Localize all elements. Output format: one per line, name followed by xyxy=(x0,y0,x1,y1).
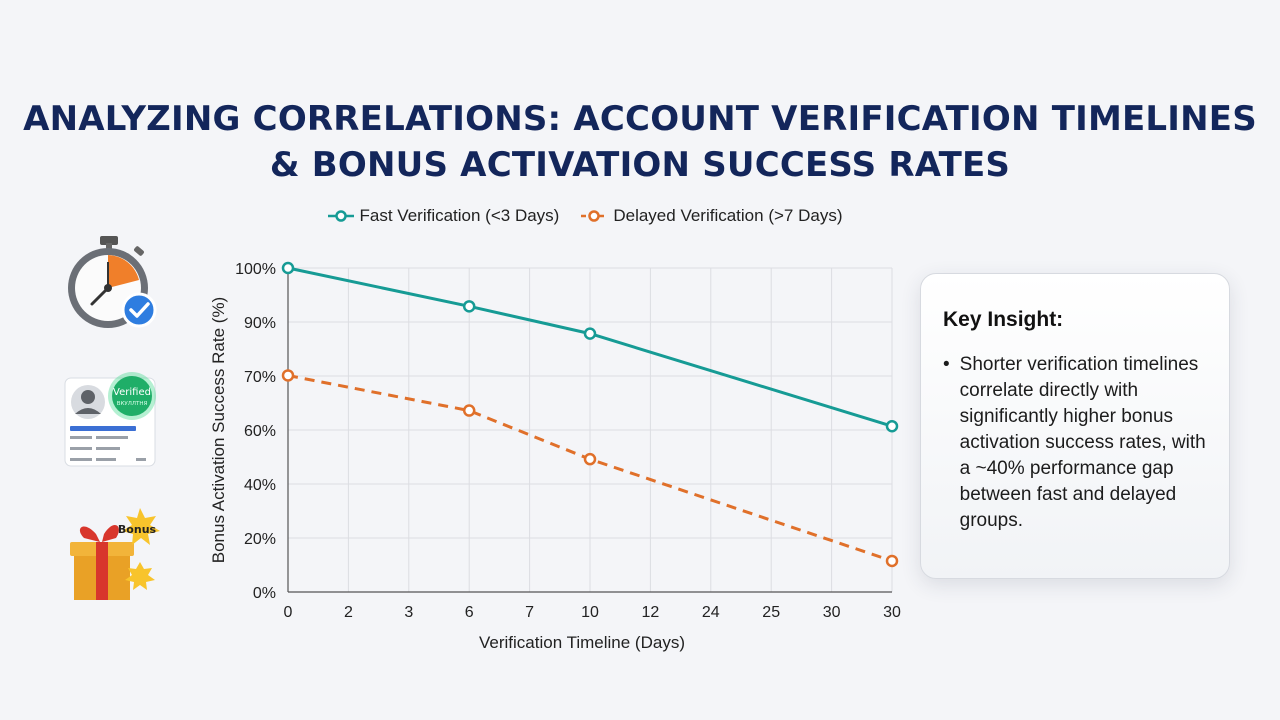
x-tick-label: 30 xyxy=(823,604,841,621)
stopwatch-icon xyxy=(68,236,157,328)
badge-subtext: ВКУЛЛТНЯ xyxy=(117,401,148,407)
data-point-0 xyxy=(462,300,476,313)
y-tick-label: 60% xyxy=(244,423,276,440)
page-title: ANALYZING CORRELATIONS: ACCOUNT VERIFICA… xyxy=(0,96,1280,188)
title-line-1: ANALYZING CORRELATIONS: ACCOUNT VERIFICA… xyxy=(23,99,1257,139)
x-tick-label: 25 xyxy=(762,604,780,621)
x-tick-label: 0 xyxy=(284,604,293,621)
gift-label: Bonus xyxy=(118,523,157,536)
data-point-0 xyxy=(583,327,597,340)
legend-marker-delayed xyxy=(581,210,608,222)
legend-label-fast: Fast Verification (<3 Days) xyxy=(359,206,560,225)
legend-item-delayed: Delayed Verification (>7 Days) xyxy=(581,206,842,226)
line-chart: 100% 90% 70% 60% 40% 20% 0% 0 2 3 6 7 10 12 24 25 30 30 Ve… xyxy=(209,261,901,652)
data-point-0 xyxy=(885,419,899,433)
y-tick-label: 0% xyxy=(253,585,276,602)
badge-text: Verified xyxy=(113,387,151,398)
x-axis-label: Verification Timeline (Days) xyxy=(479,633,685,652)
insight-bullet: • Shorter verification timelines correla… xyxy=(943,352,1207,534)
x-tick-label: 30 xyxy=(883,604,901,621)
legend-label-delayed: Delayed Verification (>7 Days) xyxy=(613,206,843,225)
y-tick-label: 90% xyxy=(244,315,276,332)
x-tick-label: 10 xyxy=(581,604,599,621)
x-tick-label: 3 xyxy=(404,604,413,621)
legend-marker-fast xyxy=(327,210,354,222)
x-tick-label: 12 xyxy=(642,604,660,621)
insight-heading: Key Insight: xyxy=(943,308,1064,331)
data-point-1 xyxy=(281,369,295,382)
x-tick-label: 7 xyxy=(525,604,534,621)
data-point-1 xyxy=(885,554,899,568)
x-tick-label: 2 xyxy=(344,604,353,621)
data-point-1 xyxy=(462,404,476,417)
data-point-0 xyxy=(281,261,295,275)
x-tick-label: 6 xyxy=(465,604,474,621)
data-point-1 xyxy=(583,452,597,466)
key-insight-card: Key Insight: • Shorter verification time… xyxy=(920,273,1230,579)
y-tick-label: 40% xyxy=(244,477,276,494)
y-axis-label: Bonus Activation Success Rate (%) xyxy=(209,297,228,563)
y-tick-label: 100% xyxy=(235,261,276,278)
series-line-1 xyxy=(287,374,893,563)
verified-id-card-icon: Verified ВКУЛЛТНЯ xyxy=(64,372,156,467)
y-tick-label: 20% xyxy=(244,531,276,548)
gift-bonus-icon: Bonus xyxy=(70,508,160,600)
legend-item-fast: Fast Verification (<3 Days) xyxy=(327,206,560,226)
chart-legend: Fast Verification (<3 Days) Delayed Veri… xyxy=(0,206,1170,226)
y-tick-label: 70% xyxy=(244,369,276,386)
insight-text: Shorter verification timelines correlate… xyxy=(959,354,1206,531)
series-line-0 xyxy=(287,266,893,428)
title-line-2: & BONUS ACTIVATION SUCCESS RATES xyxy=(269,145,1011,185)
x-tick-label: 24 xyxy=(702,604,720,621)
bullet-dot: • xyxy=(943,354,950,375)
